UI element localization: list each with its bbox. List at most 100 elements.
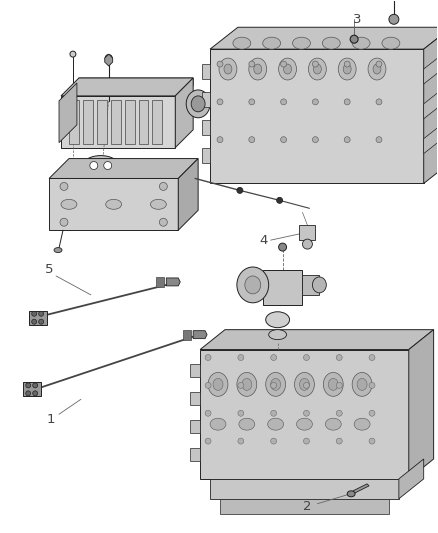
Ellipse shape [150,199,166,209]
Polygon shape [97,100,107,144]
Ellipse shape [281,61,286,67]
Ellipse shape [271,382,277,389]
Polygon shape [49,179,178,230]
Ellipse shape [26,391,31,396]
Ellipse shape [245,276,261,294]
Ellipse shape [344,99,350,105]
Ellipse shape [159,218,167,226]
Ellipse shape [249,136,255,143]
Ellipse shape [277,197,283,203]
Ellipse shape [373,64,381,74]
Ellipse shape [217,136,223,143]
Ellipse shape [368,58,386,80]
Polygon shape [111,100,120,144]
Ellipse shape [249,58,267,80]
Ellipse shape [205,354,211,360]
Ellipse shape [249,99,255,105]
Ellipse shape [312,136,318,143]
Polygon shape [220,499,389,514]
Ellipse shape [312,61,318,67]
Ellipse shape [283,64,292,74]
Ellipse shape [352,37,370,49]
Polygon shape [424,47,438,84]
Ellipse shape [237,188,243,193]
Ellipse shape [70,51,76,57]
Ellipse shape [376,99,382,105]
Ellipse shape [242,378,252,390]
Ellipse shape [32,319,37,324]
Ellipse shape [39,319,44,324]
Ellipse shape [26,383,31,388]
Ellipse shape [60,182,68,190]
Ellipse shape [90,161,98,169]
Ellipse shape [344,136,350,143]
Polygon shape [409,330,434,479]
Polygon shape [61,78,193,96]
Polygon shape [300,225,315,240]
Ellipse shape [314,64,321,74]
Ellipse shape [205,382,211,389]
Polygon shape [178,158,198,230]
Ellipse shape [213,378,223,390]
Ellipse shape [237,267,268,303]
Ellipse shape [83,156,119,175]
Ellipse shape [238,410,244,416]
Ellipse shape [266,312,290,328]
Polygon shape [210,479,399,499]
Ellipse shape [312,277,326,293]
Polygon shape [200,350,409,479]
Ellipse shape [266,373,286,397]
Ellipse shape [60,218,68,226]
Ellipse shape [271,354,277,360]
Ellipse shape [210,418,226,430]
Ellipse shape [293,37,311,49]
Ellipse shape [205,410,211,416]
Polygon shape [202,92,210,107]
Ellipse shape [350,35,358,43]
Ellipse shape [159,182,167,190]
Ellipse shape [217,99,223,105]
Polygon shape [263,270,303,305]
Ellipse shape [347,491,355,497]
Ellipse shape [219,58,237,80]
Ellipse shape [369,354,375,360]
Ellipse shape [268,330,286,340]
Ellipse shape [263,37,281,49]
Polygon shape [424,117,438,154]
Ellipse shape [205,438,211,444]
Ellipse shape [303,239,312,249]
Ellipse shape [357,378,367,390]
Ellipse shape [336,438,342,444]
Text: 2: 2 [303,500,312,513]
Ellipse shape [249,61,255,67]
Ellipse shape [279,58,297,80]
Polygon shape [59,83,77,143]
Ellipse shape [61,199,77,209]
Polygon shape [424,82,438,119]
Ellipse shape [39,311,44,316]
Polygon shape [210,49,424,183]
Polygon shape [79,78,193,90]
Polygon shape [399,459,424,499]
Ellipse shape [389,14,399,25]
Polygon shape [23,382,41,397]
Polygon shape [190,392,200,405]
Ellipse shape [239,418,255,430]
Ellipse shape [294,373,314,397]
Ellipse shape [322,37,340,49]
Polygon shape [138,100,148,144]
Ellipse shape [304,354,309,360]
Ellipse shape [304,382,309,389]
Text: 1: 1 [47,413,55,426]
Ellipse shape [343,64,351,74]
Ellipse shape [376,136,382,143]
Polygon shape [210,27,438,49]
Ellipse shape [281,136,286,143]
Ellipse shape [352,373,372,397]
Ellipse shape [208,373,228,397]
Ellipse shape [105,54,112,62]
Ellipse shape [224,64,232,74]
Ellipse shape [32,311,37,316]
Ellipse shape [238,382,244,389]
Ellipse shape [271,410,277,416]
